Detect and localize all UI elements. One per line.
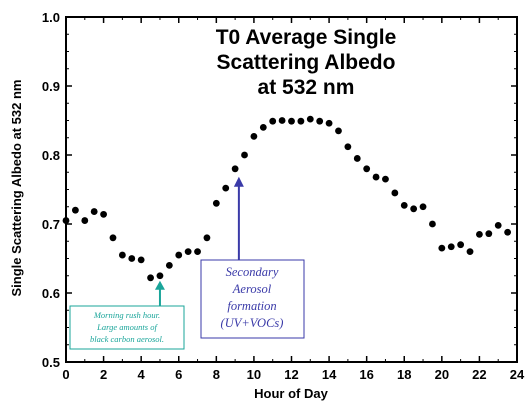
annotation-text-line: Secondary bbox=[226, 265, 279, 279]
data-point bbox=[222, 184, 230, 192]
chart-title-line-3: at 532 nm bbox=[258, 76, 355, 99]
x-axis-title: Hour of Day bbox=[254, 386, 328, 401]
data-point bbox=[194, 248, 201, 256]
data-point bbox=[391, 189, 399, 197]
y-tick-label: 0.6 bbox=[42, 286, 60, 301]
data-point bbox=[353, 155, 361, 162]
y-axis: 0.5 0.6 0.7 0.8 0.9 1.0 bbox=[42, 10, 517, 370]
annotation-box bbox=[69, 305, 185, 350]
data-point bbox=[372, 173, 380, 181]
data-point bbox=[62, 217, 70, 224]
data-point bbox=[156, 272, 164, 280]
data-point bbox=[231, 165, 239, 173]
data-point bbox=[100, 210, 107, 218]
x-tick-label: 22 bbox=[472, 367, 486, 382]
x-tick-label: 16 bbox=[359, 367, 373, 382]
data-point bbox=[335, 127, 342, 135]
data-point bbox=[184, 248, 192, 256]
data-point bbox=[137, 256, 145, 264]
data-point bbox=[457, 241, 465, 249]
data-point bbox=[297, 117, 305, 125]
data-point bbox=[212, 199, 220, 207]
x-tick-label: 4 bbox=[138, 367, 146, 382]
annotation-text-line: black carbon aerosol. bbox=[90, 334, 164, 344]
data-point bbox=[438, 244, 446, 252]
data-point bbox=[410, 205, 418, 213]
data-point bbox=[259, 124, 267, 131]
annotation-morning-rush: Morning rush hour. Large amounts of black … bbox=[69, 280, 185, 350]
chart-title-line-1: T0 Average Single bbox=[216, 26, 397, 49]
data-point bbox=[288, 117, 295, 125]
x-tick-label: 10 bbox=[247, 367, 261, 382]
y-tick-label: 0.8 bbox=[42, 148, 60, 163]
data-point bbox=[429, 220, 436, 228]
data-point bbox=[81, 217, 89, 224]
annotation-text-line: (UV+VOCs) bbox=[221, 316, 284, 330]
data-point bbox=[147, 274, 154, 282]
annotation-text-line: Aerosol bbox=[232, 282, 272, 296]
data-point bbox=[382, 175, 389, 183]
data-point bbox=[175, 251, 183, 259]
data-point bbox=[325, 119, 333, 127]
data-point bbox=[269, 117, 277, 125]
x-tick-label: 18 bbox=[397, 367, 411, 382]
chart-title: T0 Average Single Scattering Albedo at 5… bbox=[216, 26, 397, 99]
data-point bbox=[504, 228, 512, 236]
x-tick-label: 24 bbox=[510, 367, 525, 382]
data-point bbox=[109, 234, 117, 242]
y-tick-label: 0.5 bbox=[42, 355, 60, 370]
x-tick-label: 0 bbox=[62, 367, 69, 382]
data-point bbox=[128, 255, 136, 262]
annotation-text-line: Morning rush hour. bbox=[93, 310, 160, 320]
y-axis-title: Single Scattering Albedo at 532 nm bbox=[9, 80, 24, 297]
chart-title-line-2: Scattering Albedo bbox=[217, 51, 396, 74]
data-point bbox=[118, 251, 126, 259]
x-axis: 0 2 4 6 8 10 12 14 16 18 20 22 24 bbox=[62, 17, 525, 382]
annotations: Morning rush hour. Large amounts of black … bbox=[69, 176, 305, 350]
data-point bbox=[90, 208, 98, 215]
y-tick-label: 1.0 bbox=[42, 10, 60, 25]
data-point bbox=[316, 117, 324, 125]
data-point bbox=[278, 117, 286, 124]
data-point bbox=[363, 165, 371, 173]
data-points bbox=[62, 115, 512, 282]
data-point bbox=[306, 115, 314, 123]
annotation-text-line: formation bbox=[227, 299, 276, 313]
x-tick-label: 12 bbox=[284, 367, 298, 382]
data-point bbox=[466, 248, 474, 256]
data-point bbox=[344, 143, 352, 151]
data-point bbox=[165, 262, 173, 269]
y-tick-label: 0.9 bbox=[42, 79, 60, 94]
annotation-arrow-head bbox=[154, 280, 165, 290]
data-point bbox=[447, 243, 455, 251]
x-tick-label: 14 bbox=[322, 367, 337, 382]
x-tick-label: 6 bbox=[175, 367, 182, 382]
x-tick-label: 2 bbox=[100, 367, 107, 382]
x-tick-label: 20 bbox=[435, 367, 449, 382]
x-tick-label: 8 bbox=[213, 367, 220, 382]
data-point bbox=[485, 230, 493, 238]
data-point bbox=[476, 230, 483, 238]
annotation-text-line: Large amounts of bbox=[96, 322, 158, 332]
data-point bbox=[419, 203, 427, 211]
data-point bbox=[203, 234, 211, 242]
annotation-arrow-head bbox=[233, 176, 244, 187]
y-tick-label: 0.7 bbox=[42, 217, 60, 232]
data-point bbox=[400, 201, 408, 209]
data-point bbox=[71, 206, 79, 214]
data-point bbox=[241, 151, 248, 159]
annotation-secondary-aerosol: Secondary Aerosol formation (UV+VOCs) bbox=[200, 176, 305, 339]
data-point bbox=[250, 132, 258, 140]
data-point bbox=[494, 221, 502, 229]
annotation-box bbox=[200, 259, 305, 339]
